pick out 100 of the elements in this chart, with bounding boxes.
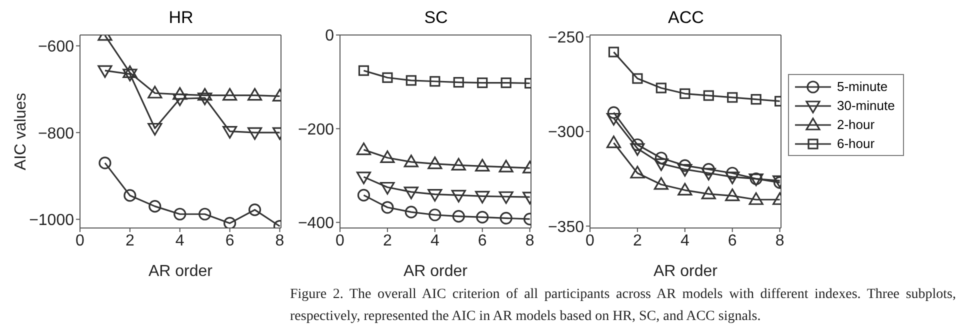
point	[428, 188, 442, 202]
point	[500, 212, 512, 224]
x-tick-label: 4	[680, 232, 690, 250]
point	[451, 190, 466, 203]
point	[222, 126, 238, 139]
legend-label: 6-hour	[837, 136, 875, 151]
point	[607, 106, 620, 119]
legend-label: 5-minute	[837, 79, 888, 94]
point	[198, 208, 212, 220]
point	[750, 94, 762, 105]
chart-title: SC	[423, 8, 449, 28]
point	[702, 163, 715, 176]
x-tick-label: 2	[633, 232, 642, 250]
x-tick-label: 8	[775, 232, 784, 250]
point	[382, 72, 393, 83]
y-tick-label: −400	[298, 215, 334, 232]
point	[654, 152, 668, 164]
x-tick-label: 8	[275, 232, 284, 250]
y-tick-label: −1000	[29, 212, 74, 230]
point	[380, 182, 395, 195]
point	[475, 190, 490, 204]
point	[452, 210, 465, 223]
point	[748, 192, 764, 205]
point	[498, 191, 514, 204]
caption: Figure 2. The overall AIC criterion of all participants across AR models with different indexes. Three subplots, respectively, represented the AIC in AR models based on HR, SC, and ACC signals.	[290, 286, 956, 326]
point	[630, 143, 645, 156]
point	[358, 65, 370, 76]
x-tick-label: 6	[225, 232, 234, 250]
x-axis-title: AR order	[148, 263, 214, 280]
point	[654, 158, 668, 171]
point	[726, 166, 739, 180]
point	[678, 164, 692, 177]
chart-title: HR	[168, 8, 194, 28]
point	[725, 188, 740, 202]
x-tick-label: 4	[175, 232, 184, 250]
point	[606, 136, 622, 148]
point	[703, 90, 714, 101]
point	[356, 172, 372, 184]
point	[477, 77, 488, 88]
x-axis-title: AR order	[403, 263, 468, 280]
y-tick-label: −250	[548, 30, 584, 47]
point	[725, 172, 740, 184]
point	[680, 88, 690, 99]
point	[476, 210, 489, 224]
point	[656, 82, 666, 94]
y-tick-label: −300	[548, 124, 584, 142]
point	[198, 92, 212, 106]
point	[98, 65, 112, 78]
point	[248, 203, 262, 216]
point	[498, 160, 514, 172]
point	[404, 186, 418, 200]
y-tick-label: 0	[325, 28, 334, 45]
point	[678, 182, 692, 196]
point	[606, 112, 622, 126]
x-tick-label: 8	[525, 232, 534, 250]
x-tick-label: 6	[478, 232, 487, 250]
y-tick-label: −200	[298, 121, 334, 138]
point	[404, 154, 418, 168]
x-tick-label: 2	[125, 232, 134, 250]
point	[701, 168, 716, 180]
point	[122, 68, 138, 82]
point	[451, 158, 466, 171]
point	[247, 127, 262, 140]
x-axis-title: AR order	[653, 263, 718, 280]
point	[174, 208, 186, 220]
point	[380, 150, 395, 164]
x-tick-label: 6	[728, 232, 737, 250]
point	[428, 208, 442, 222]
point	[148, 122, 162, 136]
point	[148, 200, 162, 213]
legend-label: 30-minute	[837, 98, 895, 113]
point	[475, 158, 490, 172]
y-tick-label: −600	[38, 38, 74, 56]
point	[357, 188, 370, 202]
point	[727, 92, 738, 103]
point	[428, 156, 442, 170]
x-tick-label: 4	[430, 232, 440, 250]
point	[430, 76, 440, 87]
point	[356, 142, 372, 156]
chart-title: ACC	[667, 8, 705, 28]
point	[381, 201, 394, 214]
point	[608, 46, 620, 58]
point	[406, 75, 416, 86]
point	[500, 77, 512, 88]
x-tick-label: 2	[383, 232, 392, 250]
y-axis-title: AIC values	[12, 92, 30, 170]
point	[701, 186, 716, 200]
legend-label: 2-hour	[837, 117, 875, 132]
point	[124, 189, 136, 202]
point	[224, 216, 236, 228]
point	[632, 73, 643, 84]
point	[631, 138, 644, 152]
point	[404, 206, 418, 218]
y-tick-label: −800	[38, 125, 74, 142]
point	[98, 156, 112, 170]
point	[654, 177, 668, 190]
point	[453, 77, 464, 88]
point	[678, 159, 692, 172]
point	[630, 166, 645, 178]
y-tick-label: −350	[548, 218, 584, 236]
